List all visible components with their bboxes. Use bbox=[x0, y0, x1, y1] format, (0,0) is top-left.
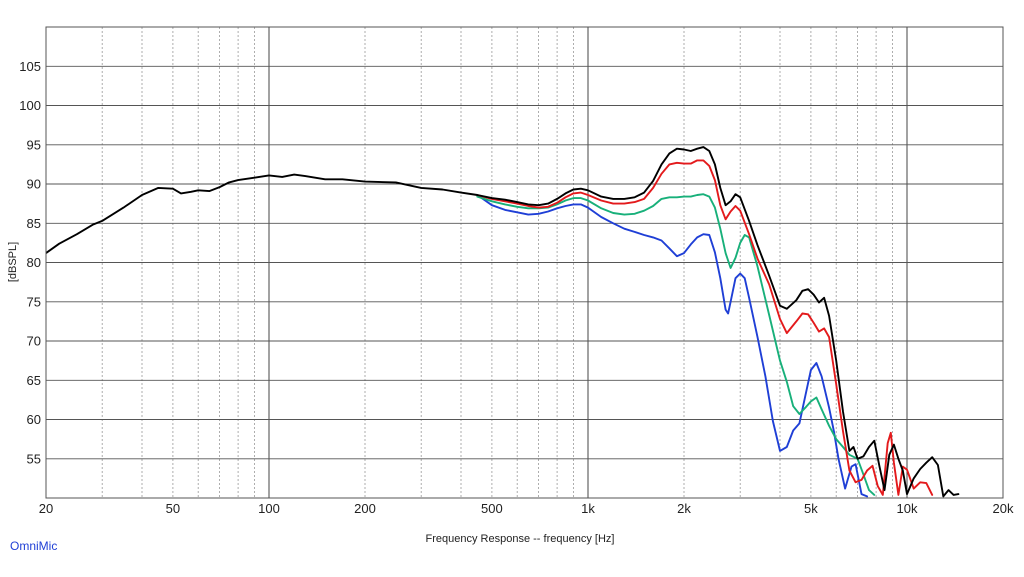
major-grid bbox=[46, 27, 1003, 498]
plot-border bbox=[45, 26, 1004, 499]
x-tick-labels: 20 50 100 200 500 1k 2k 5k 10k 20k bbox=[39, 501, 1014, 516]
y-axis-label: [dBSPL] bbox=[7, 242, 19, 282]
brand-label: OmniMic bbox=[10, 539, 57, 553]
x-tick-label: 10k bbox=[897, 501, 918, 516]
y-tick-label: 80 bbox=[27, 255, 41, 270]
y-tick-label: 60 bbox=[27, 412, 41, 427]
y-tick-label: 100 bbox=[19, 98, 41, 113]
x-tick-label: 500 bbox=[481, 501, 503, 516]
y-tick-labels: 55 60 65 70 75 80 85 90 95 100 105 bbox=[19, 59, 41, 466]
x-tick-label: 20 bbox=[39, 501, 53, 516]
y-tick-label: 70 bbox=[27, 334, 41, 349]
series-line-1 bbox=[46, 146, 960, 498]
y-tick-label: 90 bbox=[27, 177, 41, 192]
series-line-2 bbox=[476, 159, 934, 496]
y-tick-label: 105 bbox=[19, 59, 41, 74]
series-line-3 bbox=[476, 193, 876, 496]
y-tick-label: 95 bbox=[27, 137, 41, 152]
x-axis-label: Frequency Response -- frequency [Hz] bbox=[426, 533, 615, 545]
y-tick-label: 85 bbox=[27, 216, 41, 231]
series-layer bbox=[46, 146, 960, 498]
y-tick-label: 65 bbox=[27, 373, 41, 388]
x-tick-label: 20k bbox=[993, 501, 1014, 516]
y-tick-label: 75 bbox=[27, 294, 41, 309]
x-tick-label: 1k bbox=[581, 501, 595, 516]
x-tick-label: 100 bbox=[258, 501, 280, 516]
y-tick-label: 55 bbox=[27, 451, 41, 466]
x-tick-label: 200 bbox=[354, 501, 376, 516]
x-tick-label: 5k bbox=[804, 501, 818, 516]
series-line-4 bbox=[476, 194, 869, 498]
x-tick-label: 2k bbox=[677, 501, 691, 516]
x-tick-label: 50 bbox=[166, 501, 180, 516]
